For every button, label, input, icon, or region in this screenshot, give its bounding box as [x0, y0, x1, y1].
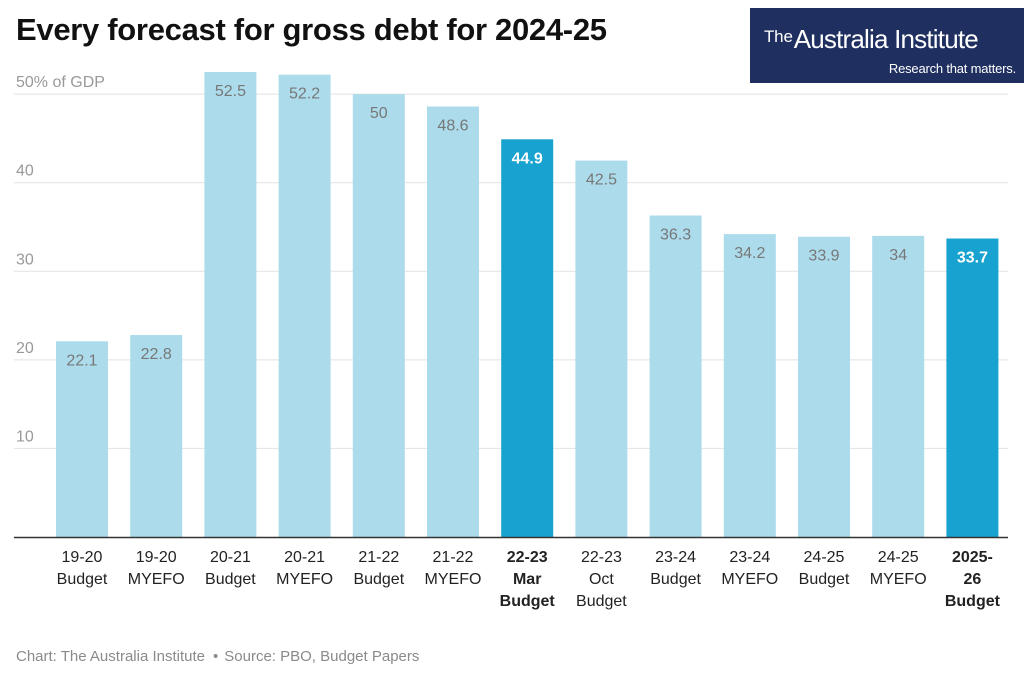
category-label-5-line-1: MYEFO [425, 571, 482, 588]
category-label-9-line-1: MYEFO [721, 571, 778, 588]
category-label-2-line-0: 20-21 [210, 549, 251, 566]
bar-4 [352, 94, 405, 538]
x-axis-category-labels: 19-20 Budget 19-20 MYEFO 20-21 Budget 20-21 MYE… [57, 549, 1001, 610]
category-label-10-line-0: 24-25 [804, 549, 845, 566]
category-label-7-line-2: Budget [576, 593, 627, 610]
category-label-6-line-2: Budget [500, 593, 556, 610]
value-label-10: 33.9 [808, 248, 839, 265]
bar-10 [798, 236, 850, 537]
category-label-5-line-0: 21-22 [433, 549, 474, 566]
bar-6 [501, 139, 554, 538]
value-label-4: 50 [370, 105, 388, 122]
value-label-7: 42.5 [586, 172, 617, 189]
bar-12 [946, 238, 999, 537]
value-label-11: 34 [889, 247, 907, 264]
value-label-3: 52.2 [289, 86, 320, 103]
y-tick-label-20: 20 [16, 340, 34, 357]
footer-credit: Chart: The Australia Institute [16, 648, 205, 665]
value-label-0: 22.1 [66, 352, 97, 369]
category-label-3-line-1: MYEFO [276, 571, 333, 588]
category-label-7-line-0: 22-23 [581, 549, 622, 566]
category-label-10-line-1: Budget [799, 571, 850, 588]
y-tick-label-30: 30 [16, 251, 34, 268]
category-label-2-line-1: Budget [205, 571, 256, 588]
category-label-11-line-0: 24-25 [878, 549, 919, 566]
y-tick-label-40: 40 [16, 163, 34, 180]
value-labels: 22.1 22.8 52.5 52.2 50 48.6 44.9 42.5 36.3 34.2 33… [66, 83, 988, 369]
category-label-11-line-1: MYEFO [870, 571, 927, 588]
bar-8 [649, 215, 702, 537]
value-label-2: 52.5 [215, 83, 246, 100]
category-label-0-line-1: Budget [57, 571, 108, 588]
category-label-8-line-1: Budget [650, 571, 701, 588]
bars [56, 72, 999, 538]
bar-0 [56, 341, 108, 537]
category-label-1-line-1: MYEFO [128, 571, 185, 588]
category-label-3-line-0: 20-21 [284, 549, 325, 566]
bar-2 [204, 72, 257, 537]
category-label-6-line-0: 22-23 [507, 549, 548, 566]
bar-7 [575, 160, 628, 538]
y-axis-ticks: 10 20 30 40 50% of GDP [16, 74, 105, 445]
value-label-1: 22.8 [141, 346, 172, 363]
footer-source: Source: PBO, Budget Papers [224, 648, 420, 665]
value-label-6: 44.9 [512, 150, 543, 167]
category-label-9-line-0: 23-24 [729, 549, 770, 566]
value-label-8: 36.3 [660, 226, 691, 243]
logo-name: Australia Institute [793, 24, 979, 54]
footer-separator: • [213, 648, 219, 665]
category-label-7-line-1: Oct [589, 571, 614, 588]
category-label-8-line-0: 23-24 [655, 549, 696, 566]
category-label-4-line-1: Budget [353, 571, 404, 588]
category-label-12-line-1: 26 [964, 571, 982, 588]
category-label-0-line-0: 19-20 [62, 549, 103, 566]
y-tick-label-50: 50% of GDP [16, 74, 105, 91]
category-label-4-line-0: 21-22 [358, 549, 399, 566]
bar-9 [723, 234, 776, 538]
bar-1 [130, 335, 183, 537]
category-label-12-line-0: 2025- [952, 549, 993, 566]
y-tick-label-10: 10 [16, 428, 34, 445]
chart-title: Every forecast for gross debt for 2024-2… [16, 12, 607, 47]
bar-11 [872, 235, 925, 537]
australia-institute-logo: TheAustralia Institute Research that mat… [750, 8, 1024, 83]
category-label-6-line-1: Mar [513, 571, 541, 588]
logo-tagline: Research that matters. [888, 61, 1016, 76]
chart-footer: Chart: The Australia Institute • Source: P… [16, 648, 419, 665]
value-label-12: 33.7 [957, 250, 988, 267]
bar-3 [278, 74, 331, 538]
bar-5 [427, 106, 479, 538]
value-label-5: 48.6 [437, 118, 468, 135]
logo-wordmark: TheAustralia Institute [764, 24, 979, 55]
category-label-1-line-0: 19-20 [136, 549, 177, 566]
logo-the: The [764, 27, 793, 46]
category-label-12-line-2: Budget [945, 593, 1001, 610]
value-label-9: 34.2 [734, 245, 765, 262]
